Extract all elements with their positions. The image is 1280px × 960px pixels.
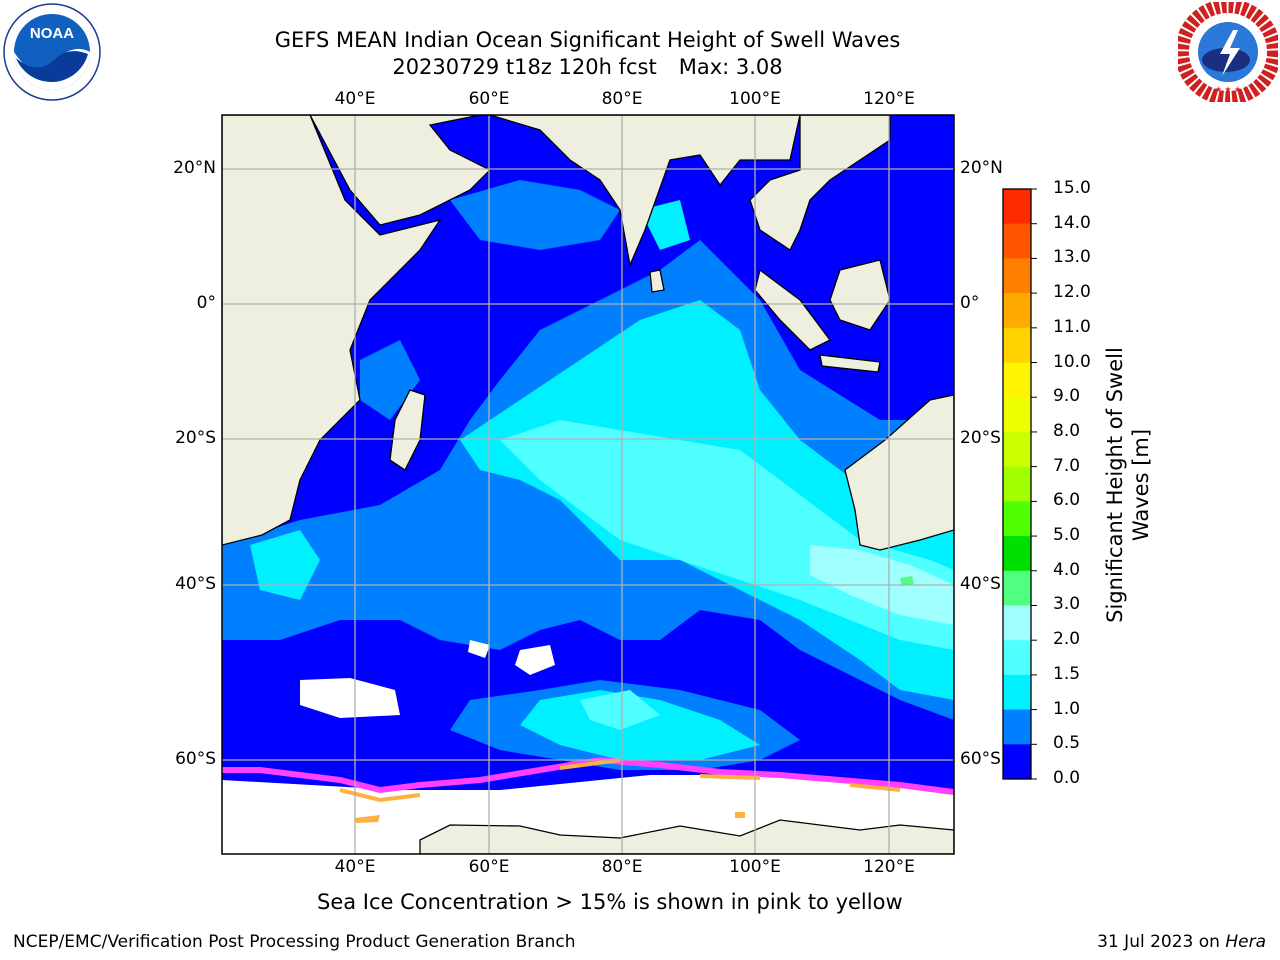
colorbar-swatch bbox=[1003, 501, 1031, 537]
colorbar-tick-label: 1.5 bbox=[1053, 663, 1081, 684]
colorbar-tick-label: 13.0 bbox=[1053, 247, 1091, 268]
noaa-logo-text: NOAA bbox=[30, 25, 74, 42]
colorbar-swatch bbox=[1003, 605, 1031, 641]
colorbar-swatch bbox=[1003, 640, 1031, 676]
land-africa bbox=[222, 115, 492, 546]
colorbar-tick-label: 5.0 bbox=[1053, 525, 1081, 546]
colorbar-swatch bbox=[1003, 744, 1031, 780]
footer-date-text: 31 Jul 2023 on bbox=[1097, 932, 1220, 952]
land-java bbox=[819, 354, 881, 373]
lat-label-left: 0° bbox=[196, 293, 216, 313]
colorbar-tick-label: 11.0 bbox=[1053, 316, 1091, 337]
colorbar-swatch bbox=[1003, 709, 1031, 745]
swell-band-3_0 bbox=[900, 576, 914, 586]
colorbar-swatch bbox=[1003, 536, 1031, 572]
footer-date: 31 Jul 2023 on Hera bbox=[1097, 932, 1266, 952]
colorbar-swatch bbox=[1003, 431, 1031, 468]
colorbar-swatch bbox=[1003, 189, 1031, 225]
land-borneo bbox=[829, 259, 891, 331]
colorbar-tick-label: 8.0 bbox=[1053, 420, 1081, 441]
lat-label-right: 0° bbox=[960, 293, 980, 313]
sea-ice-band-yellow bbox=[339, 758, 901, 803]
lon-label-bottom: 120°E bbox=[863, 857, 915, 877]
colorbar-swatch bbox=[1003, 293, 1031, 329]
lat-label-left: 60°S bbox=[175, 749, 216, 769]
land-madagascar bbox=[389, 389, 426, 471]
colorbar-swatch bbox=[1003, 362, 1031, 398]
colorbar-swatch bbox=[1003, 397, 1031, 433]
land-antarctica-coast bbox=[419, 819, 954, 854]
svg-text:★ ★ ★: ★ ★ ★ bbox=[1215, 85, 1242, 94]
colorbar-tick-label: 15.0 bbox=[1053, 178, 1091, 198]
colorbar-title: Significant Height of Swell Waves [m] bbox=[1103, 347, 1153, 623]
swell-band-1_0-c bbox=[250, 530, 320, 600]
map-gridlines bbox=[222, 115, 954, 854]
sea-ice-caption: Sea Ice Concentration > 15% is shown in … bbox=[317, 890, 903, 914]
lon-label-bottom: 60°E bbox=[468, 857, 510, 877]
lat-label-left: 20°S bbox=[175, 428, 216, 448]
lon-label-bottom: 100°E bbox=[729, 857, 781, 877]
map-subtitle: 20230729 t18z 120h fcst Max: 3.08 bbox=[0, 54, 1175, 80]
swell-band-1_0-d bbox=[640, 200, 690, 250]
kerguelen-island bbox=[515, 645, 555, 675]
colorbar-swatch bbox=[1003, 570, 1031, 606]
colorbar-tick-label: 14.0 bbox=[1053, 212, 1091, 233]
swell-band-0_5-c bbox=[450, 180, 620, 250]
colorbar-tick-label: 6.0 bbox=[1053, 490, 1081, 511]
lat-label-left: 40°S bbox=[175, 574, 216, 594]
lon-label-top: 100°E bbox=[729, 89, 781, 109]
land-srilanka bbox=[649, 269, 665, 293]
colorbar bbox=[1002, 188, 1037, 780]
lon-label-top: 60°E bbox=[468, 89, 510, 109]
footer-branch: NCEP/EMC/Verification Post Processing Pr… bbox=[13, 932, 576, 952]
colorbar-swatch bbox=[1003, 327, 1031, 364]
white-patch-sw bbox=[300, 678, 400, 718]
forecast-time: 20230729 t18z 120h fcst bbox=[392, 55, 657, 79]
map-title: GEFS MEAN Indian Ocean Significant Heigh… bbox=[274, 28, 901, 52]
footer-host: Hera bbox=[1225, 932, 1266, 952]
colorbar-tick-label: 10.0 bbox=[1053, 351, 1091, 372]
lat-label-left: 20°N bbox=[173, 158, 216, 178]
max-value: Max: 3.08 bbox=[678, 55, 783, 79]
land-australia bbox=[844, 394, 954, 551]
swell-band-1_5-b bbox=[580, 690, 660, 730]
nws-logo: ★ ★ ★ bbox=[1178, 2, 1278, 102]
map-frame bbox=[221, 114, 955, 855]
lon-label-top: 120°E bbox=[863, 89, 915, 109]
colorbar-swatch bbox=[1003, 674, 1031, 711]
lon-label-bottom: 80°E bbox=[601, 857, 643, 877]
colorbar-swatch bbox=[1003, 466, 1031, 502]
lat-label-right: 40°S bbox=[960, 574, 1001, 594]
lat-label-right: 60°S bbox=[960, 749, 1001, 769]
colorbar-tick-label: 7.0 bbox=[1053, 455, 1081, 476]
lon-label-bottom: 40°E bbox=[334, 857, 376, 877]
lat-label-right: 20°S bbox=[960, 428, 1001, 448]
colorbar-tick-label: 3.0 bbox=[1053, 594, 1081, 615]
colorbar-tick-label: 2.0 bbox=[1053, 629, 1081, 650]
lon-label-top: 40°E bbox=[334, 89, 376, 109]
land-seasia bbox=[749, 115, 891, 251]
swell-band-1_5 bbox=[500, 420, 954, 650]
lon-label-top: 80°E bbox=[601, 89, 643, 109]
colorbar-frame bbox=[1002, 188, 1032, 780]
colorbar-tick-label: 0.5 bbox=[1053, 733, 1081, 754]
colorbar-tick-label: 4.0 bbox=[1053, 559, 1081, 580]
colorbar-swatch bbox=[1003, 223, 1031, 259]
crozet-islands bbox=[468, 640, 490, 658]
sea-ice-band bbox=[222, 756, 954, 795]
noaa-logo: NOAA bbox=[3, 3, 101, 101]
colorbar-swatch bbox=[1003, 258, 1031, 294]
swell-band-1_0-b bbox=[520, 690, 760, 760]
colorbar-tick-label: 0.0 bbox=[1053, 768, 1081, 788]
colorbar-tick-label: 1.0 bbox=[1053, 698, 1081, 719]
land-india bbox=[489, 115, 801, 268]
colorbar-tick-label: 9.0 bbox=[1053, 386, 1081, 407]
colorbar-tick-label: 12.0 bbox=[1053, 282, 1091, 303]
lat-label-right: 20°N bbox=[960, 158, 1003, 178]
land-masses bbox=[222, 115, 954, 854]
